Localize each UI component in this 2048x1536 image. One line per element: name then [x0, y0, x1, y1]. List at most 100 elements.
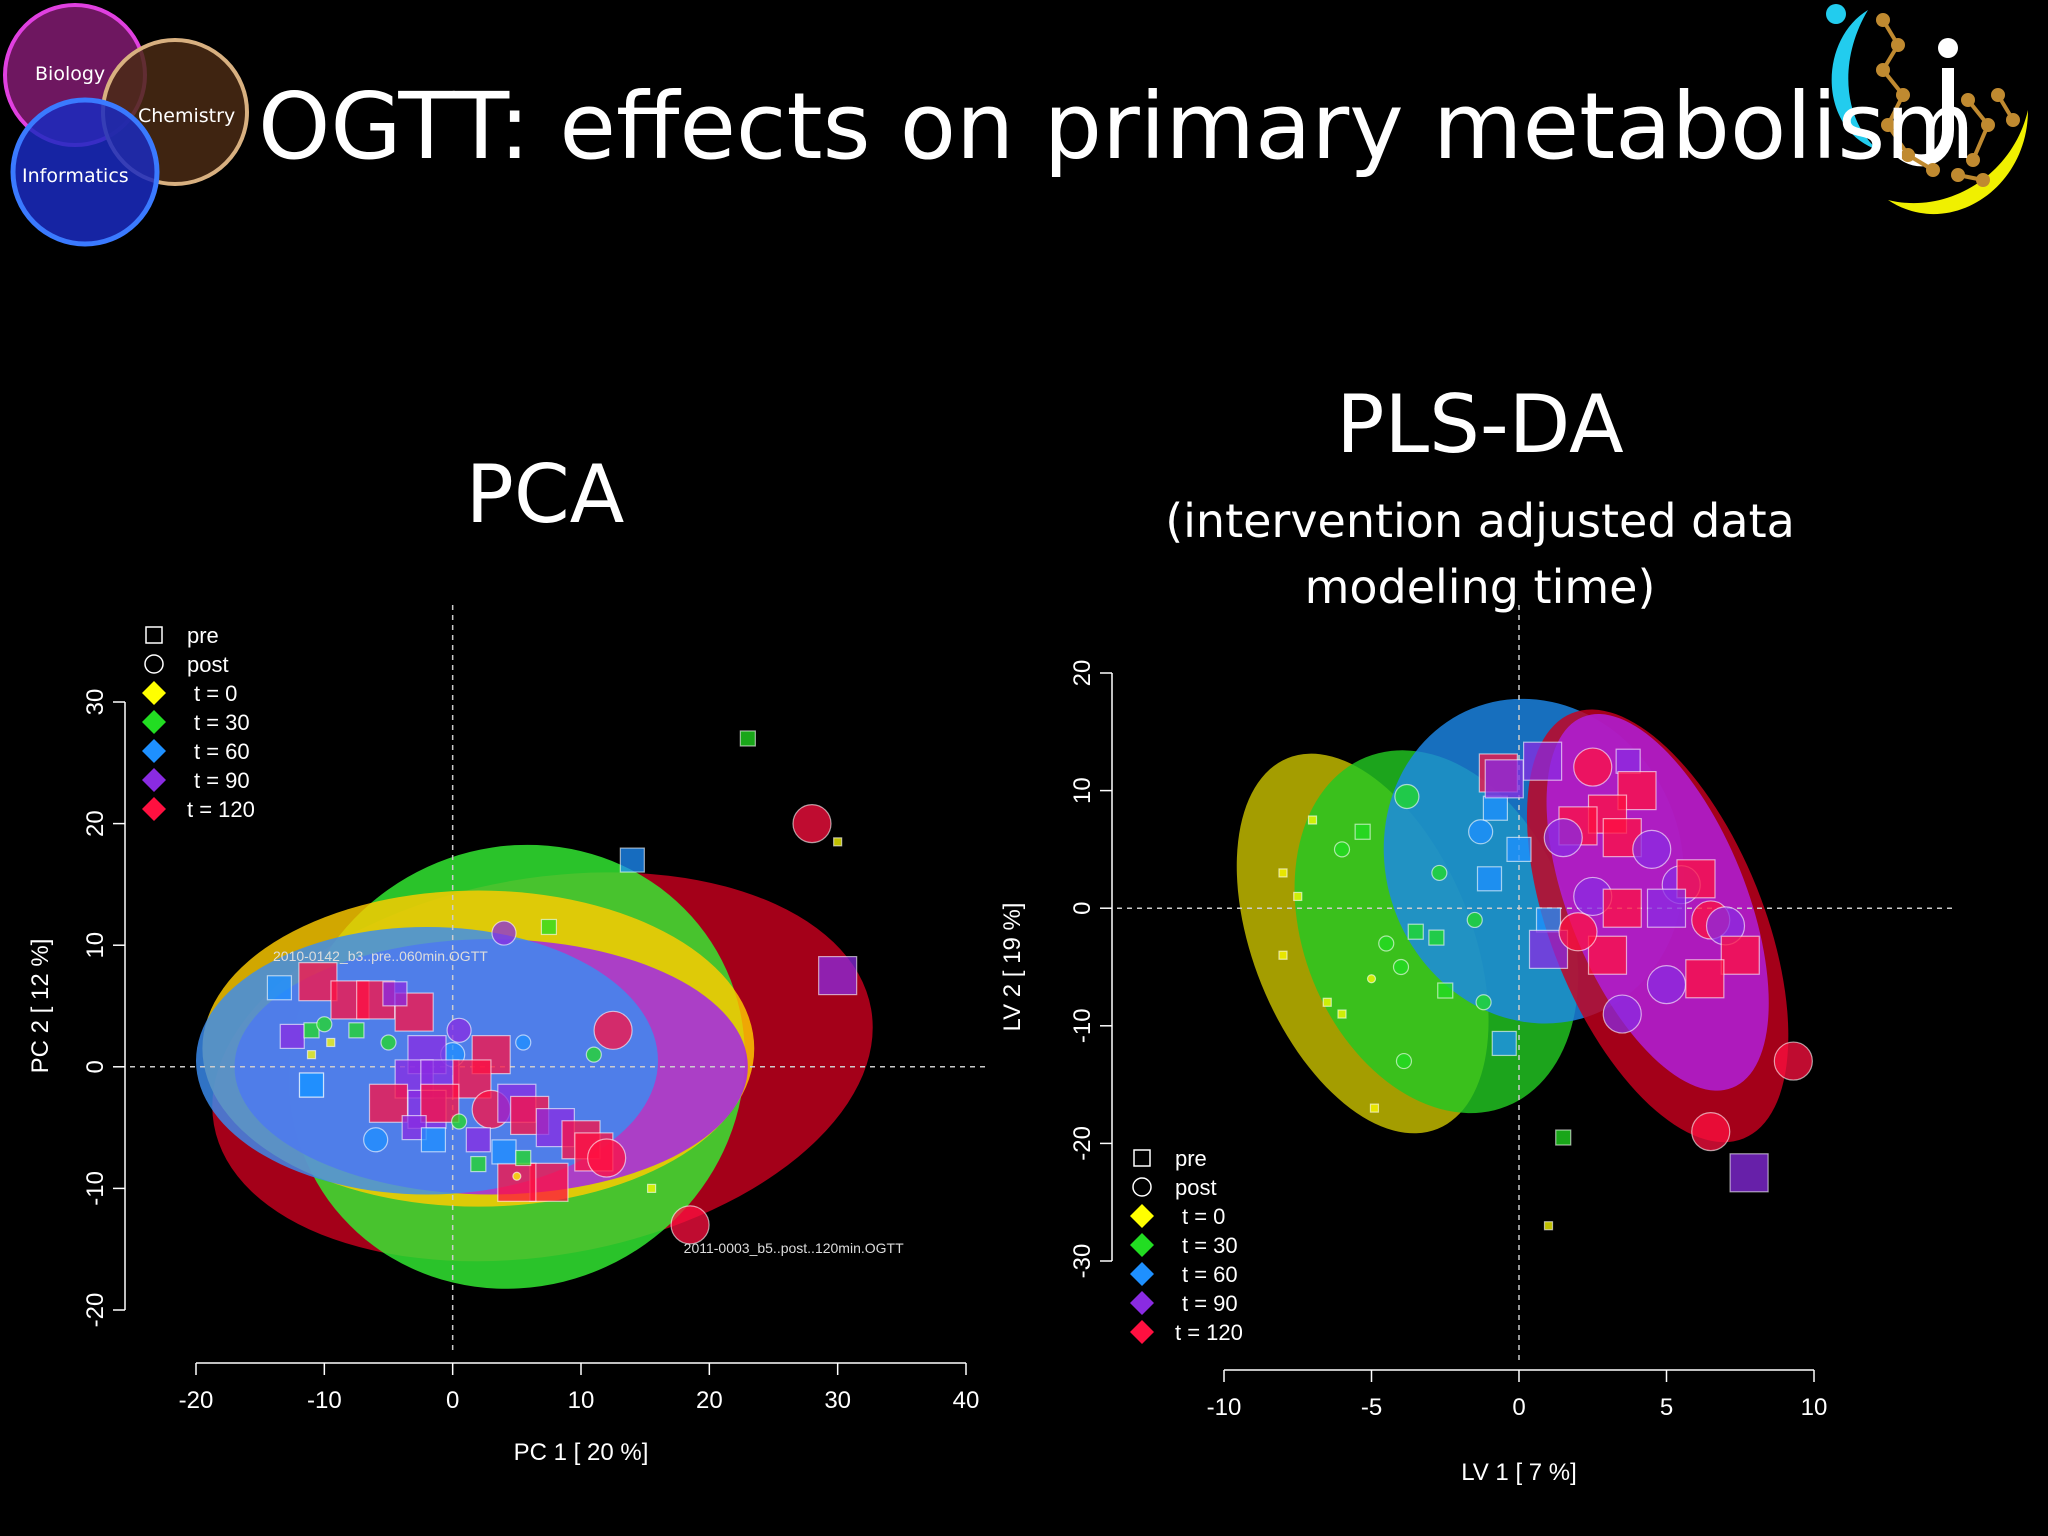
pca-point-48: [585, 1046, 602, 1063]
pca-chart: 2010-0142_b3..pre..060min.OGTT 2011-0003_…: [27, 605, 985, 1466]
pca-legend-marker-group-1: [142, 710, 166, 734]
pls-point-9: [1333, 841, 1351, 858]
pls-point-39: [1632, 829, 1672, 869]
pca-point-53: [420, 1127, 447, 1153]
pca-point-47: [515, 1149, 532, 1167]
pls-legend-label-group-2: t = 60: [1182, 1262, 1238, 1287]
pca-point-15: [279, 1023, 305, 1049]
pca-point-4: [818, 956, 858, 996]
pls-point-24: [1468, 819, 1494, 845]
pls-ellipses: [1236, 698, 1789, 1143]
pls-point-27: [1535, 907, 1562, 933]
pca-x-axis-label: PC 1 [ 20 %]: [514, 1439, 649, 1466]
pls-point-51: [1558, 912, 1598, 952]
pls-point-52: [1602, 994, 1642, 1034]
pca-point-21: [306, 1050, 317, 1060]
pls-point-47: [1720, 935, 1760, 975]
pca-point-6: [670, 1205, 710, 1245]
moon-yellow-icon: [1888, 110, 2028, 215]
pls-point-54: [1691, 1112, 1731, 1152]
pls-legend-marker-post: [1132, 1177, 1152, 1197]
pls-point-21: [1555, 1129, 1572, 1146]
pls-legend-marker-group-4: [1130, 1320, 1154, 1344]
pls-x-tick-label-0: -10: [1207, 1394, 1242, 1421]
pls-point-2: [1278, 950, 1288, 960]
pls-point-3: [1322, 997, 1332, 1007]
pls-points: [1278, 741, 1813, 1231]
pls-point-26: [1506, 836, 1532, 862]
pca-point-17: [316, 1016, 333, 1033]
pls-point-50: [1587, 935, 1628, 975]
pls-legend-label-post: post: [1175, 1175, 1217, 1200]
pca-point-31: [368, 1083, 409, 1123]
pls-point-13: [1392, 958, 1410, 976]
pls-point-55: [1729, 1153, 1769, 1193]
pca-point-9: [266, 975, 293, 1001]
pls-legend-marker-pre: [1133, 1149, 1151, 1167]
pca-legend-label-post: post: [187, 652, 229, 677]
pls-point-30: [1484, 759, 1524, 799]
pca-point-18: [326, 1037, 336, 1048]
pca-point-7: [491, 920, 517, 946]
pca-point-33: [420, 1083, 460, 1123]
pls-legend: pre post t = 0 t = 30 t = 60 t = 90 t = 120: [1130, 1146, 1243, 1345]
pls-y-tick-label-1: -20: [1069, 1126, 1096, 1161]
dot-cyan-icon: [1826, 4, 1846, 24]
pca-point-27: [515, 1034, 532, 1051]
pls-point-5: [1366, 974, 1377, 984]
pls-legend-marker-group-1: [1130, 1233, 1154, 1257]
pca-point-50: [512, 1171, 522, 1181]
pls-y-tick-label-2: -10: [1069, 1008, 1096, 1043]
pca-point-49: [646, 1183, 657, 1194]
pca-legend-marker-post: [144, 654, 164, 674]
pca-y-axis-label: PC 2 [ 12 %]: [27, 939, 54, 1074]
pca-x-tick-label-6: 40: [953, 1387, 980, 1414]
pca-legend-label-group-3: t = 90: [194, 768, 250, 793]
pls-point-8: [1543, 1221, 1554, 1231]
pca-legend: pre post t = 0 t = 30 t = 60 t = 90 t = 120: [142, 623, 255, 822]
pca-legend-label-pre: pre: [187, 623, 219, 648]
pls-point-53: [1773, 1041, 1813, 1081]
pca-point-5: [593, 1010, 633, 1050]
pls-point-6: [1369, 1103, 1380, 1113]
pca-y-tick-label-0: -20: [82, 1293, 109, 1328]
pls-x-tick-label-1: -5: [1361, 1394, 1382, 1421]
pls-x-tick-label-3: 5: [1660, 1394, 1673, 1421]
pls-legend-label-group-1: t = 30: [1182, 1233, 1238, 1258]
pls-point-15: [1431, 864, 1448, 882]
pls-point-14: [1407, 923, 1424, 940]
pca-legend-label-group-1: t = 30: [194, 710, 250, 735]
pca-x-tick-label-4: 20: [696, 1387, 723, 1414]
pls-chart: -10 -5 0 5 10 -30 -20 -10 0 10 20 LV 1 [ 7 %] LV 2 […: [999, 605, 1955, 1486]
pca-point-42: [497, 1162, 537, 1202]
pca-point-40: [587, 1138, 627, 1178]
pls-x-tick-label-4: 10: [1801, 1394, 1828, 1421]
pls-point-23: [1482, 795, 1508, 821]
pls-point-31: [1522, 741, 1563, 781]
pls-point-19: [1428, 929, 1445, 946]
pls-legend-marker-group-2: [1130, 1262, 1154, 1286]
pca-y-tick-label-2: 0: [82, 1060, 109, 1073]
pls-legend-label-group-0: t = 0: [1182, 1204, 1225, 1229]
pca-x-tick-label-0: -20: [179, 1387, 214, 1414]
pca-legend-marker-group-2: [142, 739, 166, 763]
moon-cyan-icon: [1831, 10, 1878, 150]
pls-point-33: [1615, 748, 1641, 774]
pls-point-0: [1278, 868, 1288, 878]
pca-point-24: [446, 1017, 472, 1043]
pca-point-43: [363, 1127, 389, 1153]
pca-annotation-1: 2011-0003_b5..post..120min.OGTT: [684, 1240, 904, 1256]
pls-y-tick-label-0: -30: [1069, 1244, 1096, 1279]
pls-point-17: [1475, 994, 1492, 1011]
pca-point-2: [792, 804, 832, 844]
pca-legend-marker-pre: [145, 626, 163, 644]
pls-point-10: [1354, 823, 1371, 840]
pls-heading: PLS-DA: [1336, 378, 1624, 471]
pls-point-32: [1573, 747, 1613, 787]
venn-label-biology: Biology: [35, 63, 105, 85]
pls-point-37: [1543, 818, 1583, 858]
pls-point-12: [1378, 935, 1395, 952]
pca-legend-label-group-4: t = 120: [187, 797, 255, 822]
pca-legend-marker-group-0: [142, 681, 166, 705]
pls-point-4: [1337, 1009, 1347, 1019]
